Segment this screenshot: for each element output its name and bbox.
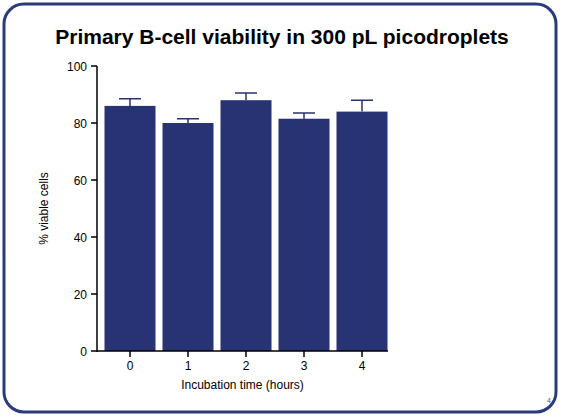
error-bar	[177, 119, 199, 123]
y-tick	[91, 65, 97, 67]
x-tick	[187, 351, 189, 357]
y-tick-label: 0	[80, 345, 87, 359]
y-tick	[91, 293, 97, 295]
y-tick	[91, 236, 97, 238]
x-tick-label: 1	[185, 359, 192, 373]
x-tick-label: 2	[243, 359, 250, 373]
bar	[105, 106, 156, 351]
title: Primary B-cell viability in 300 pL picod…	[55, 25, 509, 48]
error-bar	[351, 100, 373, 111]
y-tick-label: 40	[74, 231, 88, 245]
y-tick-label: 80	[74, 117, 88, 131]
x-tick	[129, 351, 131, 357]
y-axis	[96, 66, 98, 352]
y-tick-label: 100	[67, 60, 87, 74]
plot-area	[105, 93, 388, 351]
y-tick-label: 20	[74, 288, 88, 302]
frame	[4, 4, 556, 412]
x-axis	[97, 350, 388, 352]
bar	[279, 119, 330, 351]
x-tick	[361, 351, 363, 357]
bar	[163, 123, 214, 351]
error-bar	[235, 93, 257, 100]
y-tick	[91, 122, 97, 124]
x-axis-label: Incubation time (hours)	[181, 378, 304, 392]
bar	[337, 112, 388, 351]
y-tick	[91, 179, 97, 181]
error-bar	[293, 113, 315, 119]
page-number: 4	[547, 397, 551, 404]
x-tick-label: 0	[127, 359, 134, 373]
chart: Primary B-cell viability in 300 pL picod…	[0, 0, 565, 420]
y-tick-label: 60	[74, 174, 88, 188]
error-bar	[119, 99, 141, 106]
bar	[221, 100, 272, 351]
x-tick	[303, 351, 305, 357]
y-axis-label: % viable cells	[37, 172, 51, 245]
y-tick	[91, 350, 97, 352]
x-tick-label: 4	[359, 359, 366, 373]
x-tick-label: 3	[301, 359, 308, 373]
x-tick	[245, 351, 247, 357]
